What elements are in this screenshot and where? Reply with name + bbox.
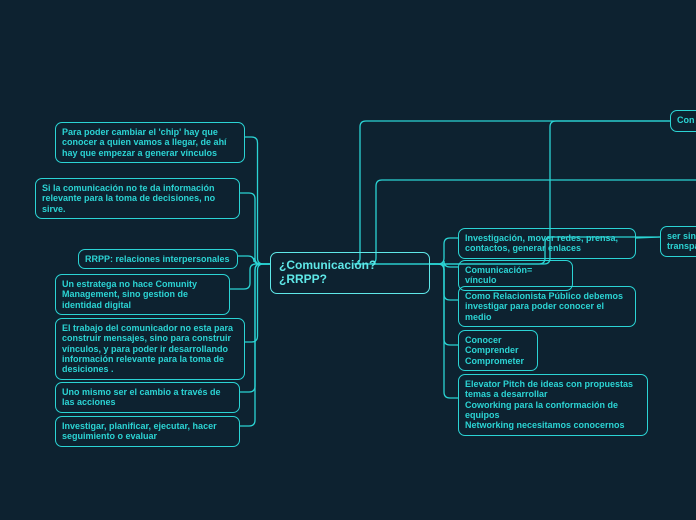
left-node-l3[interactable]: RRPP: relaciones interpersonales bbox=[78, 249, 238, 269]
right-node-r3[interactable]: Investigación, mover redes, prensa, cont… bbox=[458, 228, 636, 259]
left-node-l6[interactable]: Uno mismo ser el cambio a través de las … bbox=[55, 382, 240, 413]
right-node-r7[interactable]: Elevator Pitch de ideas con propuestas t… bbox=[458, 374, 648, 436]
right-node-r2[interactable]: ser sincer transpare bbox=[660, 226, 696, 257]
left-node-l7[interactable]: Investigar, planificar, ejecutar, hacer … bbox=[55, 416, 240, 447]
left-node-l4[interactable]: Un estratega no hace Comunity Management… bbox=[55, 274, 230, 315]
center-node[interactable]: ¿Comunicación? ¿RRPP? bbox=[270, 252, 430, 294]
right-node-r6[interactable]: ConocerComprenderComprometer bbox=[458, 330, 538, 371]
left-node-l5[interactable]: El trabajo del comunicador no esta para … bbox=[55, 318, 245, 380]
right-node-r1[interactable]: Con que bbox=[670, 110, 696, 132]
left-node-l1[interactable]: Para poder cambiar el 'chip' hay que con… bbox=[55, 122, 245, 163]
right-node-r5[interactable]: Como Relacionista Público debemos invest… bbox=[458, 286, 636, 327]
left-node-l2[interactable]: Si la comunicación no te da información … bbox=[35, 178, 240, 219]
